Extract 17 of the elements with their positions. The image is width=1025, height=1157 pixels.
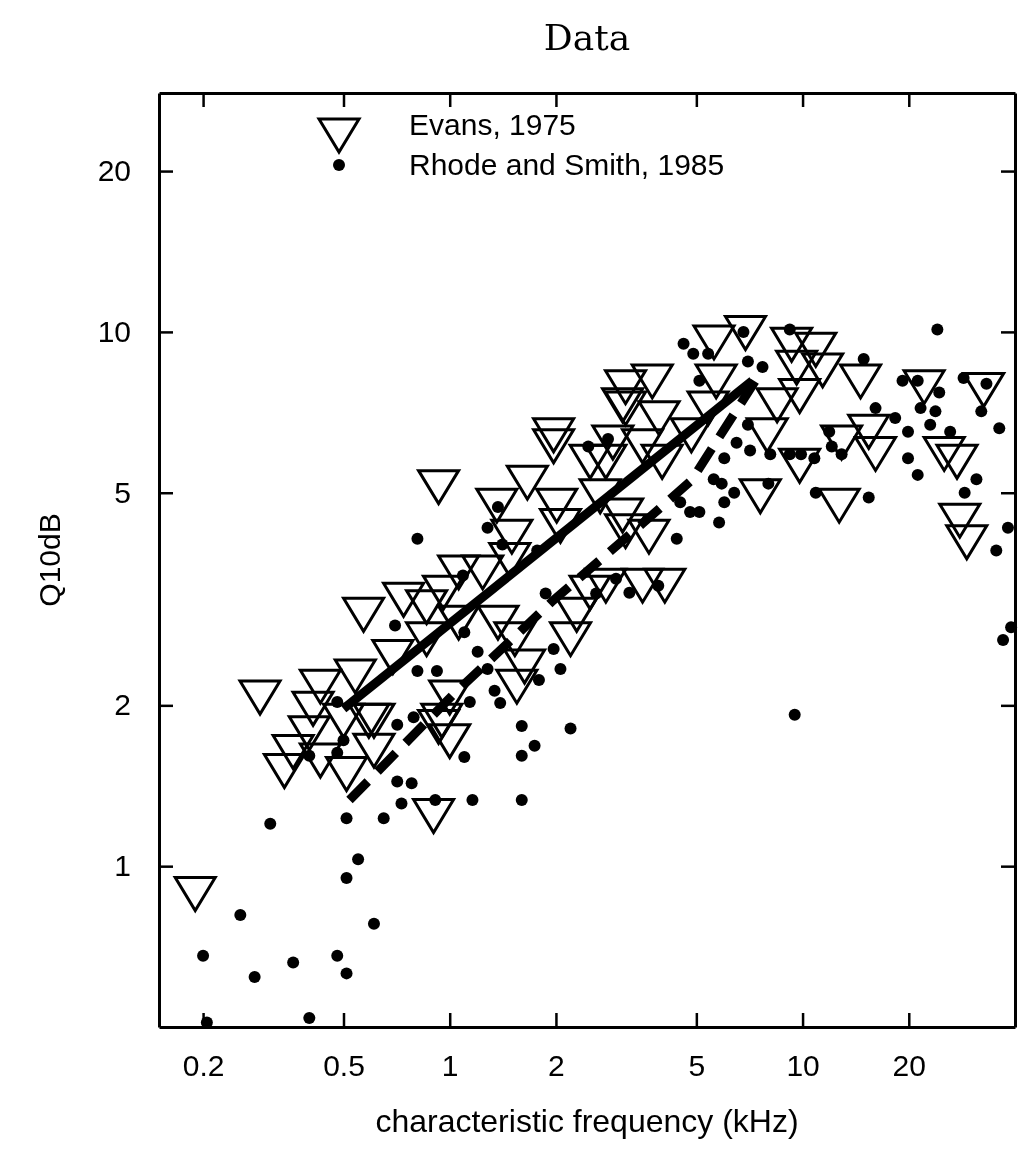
y-tick-label: 1 [114,849,131,883]
legend-label: Evans, 1975 [409,108,576,141]
x-tick-label: 10 [786,1049,820,1083]
legend-label: Rhode and Smith, 1985 [409,148,725,181]
y-tick-label: 20 [97,154,131,188]
x-tick-label: 5 [688,1049,706,1083]
x-tick-label: 0.5 [323,1049,365,1083]
chart-title: Data [543,17,631,58]
y-tick-label: 10 [97,315,131,348]
x-tick-label: 2 [548,1049,565,1083]
y-axis-title: Q10dB [33,513,66,607]
x-tick-label: 1 [441,1049,459,1083]
y-tick-label: 2 [114,688,131,722]
y-tick-label: 5 [114,475,131,509]
x-axis-title: characteristic frequency (kHz) [375,1103,799,1139]
x-tick-label: 20 [892,1049,926,1083]
x-tick-label: 0.2 [182,1049,225,1083]
